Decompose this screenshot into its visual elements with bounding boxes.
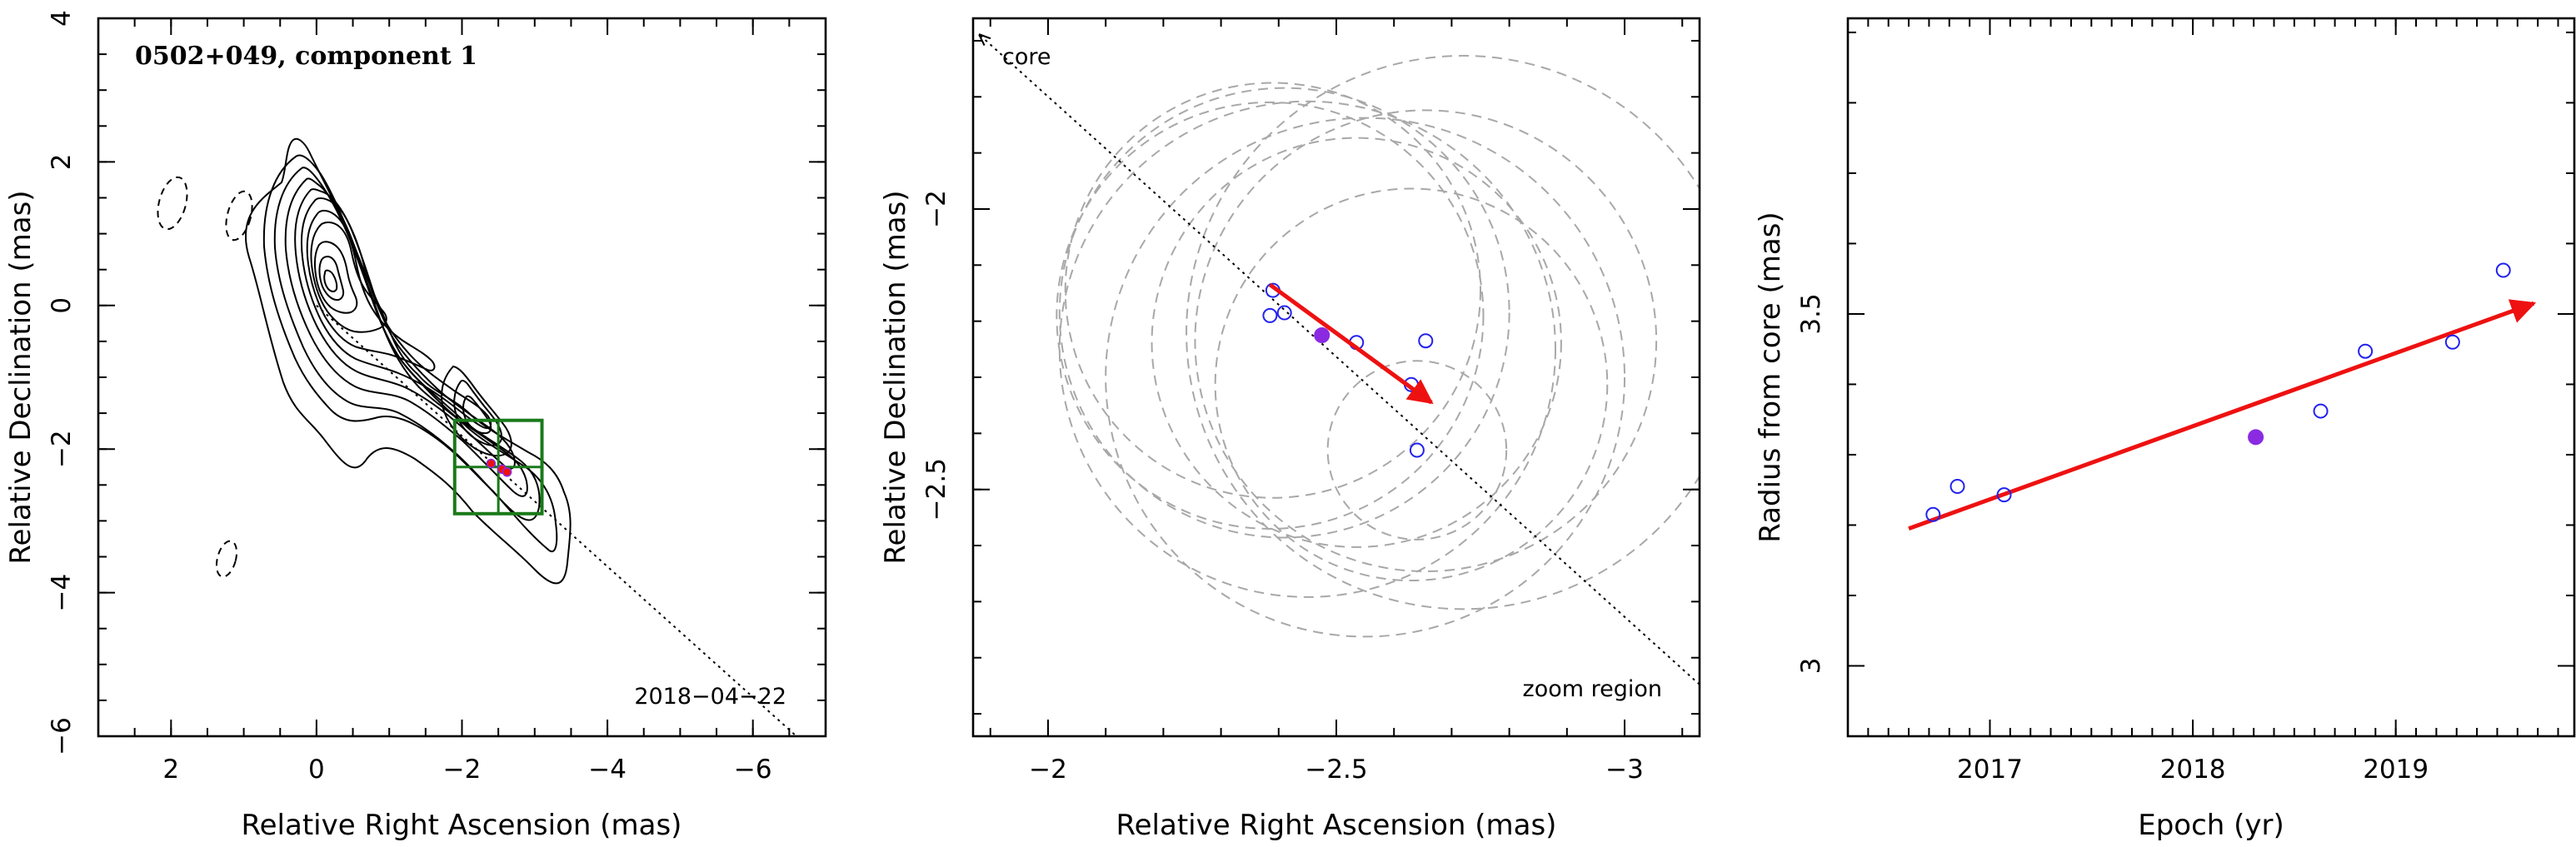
map-title: 0502+049, component 1 <box>135 42 477 71</box>
x-tick-label: −2 <box>1029 755 1067 785</box>
contour-level-9 <box>314 241 358 314</box>
x-tick-label: −6 <box>734 755 772 785</box>
y-tick-label: −2 <box>47 430 77 468</box>
position-point <box>1276 305 1292 321</box>
negative-contour-3 <box>215 540 238 578</box>
error-circle <box>1058 100 1556 598</box>
panel-radius-vs-epoch: 2017 2018 2019 3 3.5 Epoch (yr) Radius from … <box>1754 17 2576 842</box>
position-point <box>1409 442 1425 458</box>
error-circle <box>1105 117 1626 638</box>
y-tick-label: −4 <box>47 574 77 612</box>
contour-level-10 <box>318 255 345 301</box>
y-tick-label: 3 <box>1796 658 1826 675</box>
contour-level-11 <box>323 269 338 292</box>
contour-level-8 <box>310 221 387 333</box>
panel-2-frame <box>971 17 1701 738</box>
y-axis-label: Radius from core (mas) <box>1754 212 1787 542</box>
contour-level-12 <box>441 365 512 457</box>
negative-contour-1 <box>157 176 188 231</box>
contour-level-6 <box>300 197 492 430</box>
error-circle <box>1214 187 1609 582</box>
x-tick-label: 0 <box>308 755 325 785</box>
error-circle <box>1064 82 1482 499</box>
radius-point <box>1949 478 1965 494</box>
x-axis-label: Epoch (yr) <box>2138 809 2284 842</box>
radius-plot-area <box>1908 262 2537 531</box>
x-tick-label: −3 <box>1605 755 1644 785</box>
x-tick-label: −4 <box>588 755 627 785</box>
x-tick-label: −2 <box>443 755 482 785</box>
contour-level-13 <box>453 380 503 446</box>
x-tick-label: 2018 <box>2160 755 2226 785</box>
panel-zoom-positions: −2 −2.5 −3 −2 −2.5 core zoom region Relative… <box>879 17 1701 842</box>
panel-2-ticks: −2 −2.5 −3 −2 −2.5 <box>921 18 1700 785</box>
mean-position-point <box>1314 326 1330 343</box>
contour-level-7 <box>306 209 436 371</box>
panel-3-frame <box>1846 17 2576 738</box>
y-tick-label: −2 <box>921 190 951 228</box>
component-markers <box>486 458 512 477</box>
x-axis-label: Relative Right Ascension (mas) <box>242 809 682 842</box>
fit-line-vector <box>1908 299 2537 531</box>
panel-1-frame <box>97 17 827 738</box>
zoom-plot-area <box>980 35 1700 685</box>
core-label: core <box>1002 44 1051 70</box>
zoom-region-label: zoom region <box>1523 676 1662 702</box>
x-axis-label: Relative Right Ascension (mas) <box>1116 809 1557 842</box>
y-tick-label: 4 <box>47 10 77 27</box>
radius-points <box>1925 262 2511 522</box>
y-tick-label: 0 <box>47 297 77 314</box>
error-circle <box>1151 137 1562 548</box>
contour-level-4 <box>284 177 528 497</box>
x-tick-label: 2019 <box>2363 755 2429 785</box>
highlighted-epoch-point <box>2248 429 2264 446</box>
radius-point <box>2358 343 2374 359</box>
y-tick-label: −2.5 <box>921 458 951 521</box>
y-axis-label: Relative Declination (mas) <box>4 190 37 564</box>
component-epoch-marker <box>502 467 512 477</box>
panel-3-ticks: 2017 2018 2019 3 3.5 <box>1796 18 2574 785</box>
error-circle <box>1194 109 1658 573</box>
component-epoch-marker <box>486 458 497 469</box>
negative-contour-2 <box>225 190 253 242</box>
jet-direction-line <box>316 305 797 736</box>
panel-1-ticks: 2 0 −2 −4 −6 4 2 0 −2 −4 −6 <box>47 10 826 785</box>
error-circle <box>1186 55 1700 610</box>
radius-point <box>1996 487 2012 503</box>
y-tick-label: −6 <box>47 717 77 755</box>
position-point <box>1262 307 1278 323</box>
error-circle <box>1058 87 1510 539</box>
x-tick-label: −2.5 <box>1305 755 1367 785</box>
radius-point <box>2313 403 2329 419</box>
x-tick-label: 2 <box>162 755 179 785</box>
radius-point <box>2495 262 2511 278</box>
position-point <box>1418 333 1434 349</box>
y-axis-label: Relative Declination (mas) <box>879 190 912 564</box>
y-tick-label: 3.5 <box>1796 293 1826 334</box>
error-circle <box>1056 101 1485 530</box>
y-tick-label: 2 <box>47 154 77 171</box>
radius-point <box>2444 334 2460 350</box>
contour-map <box>157 137 797 736</box>
radius-point <box>1925 506 1941 522</box>
error-circles <box>1056 55 1700 638</box>
x-tick-label: 2017 <box>1957 755 2023 785</box>
observation-date: 2018−04−22 <box>634 684 786 710</box>
error-circle <box>1326 360 1508 541</box>
position-points <box>1262 282 1434 458</box>
core-direction-line <box>980 35 1700 685</box>
motion-vector <box>1268 282 1434 405</box>
